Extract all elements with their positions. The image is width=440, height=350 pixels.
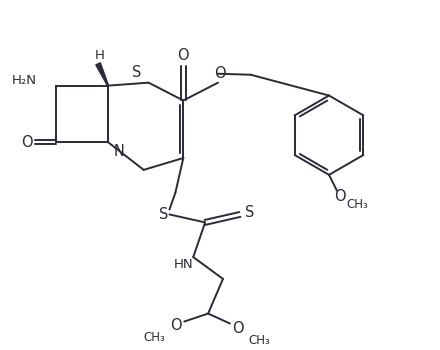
Text: O: O (171, 318, 182, 333)
Text: S: S (159, 207, 168, 222)
Text: S: S (132, 65, 141, 80)
Text: N: N (114, 144, 125, 159)
Text: CH₃: CH₃ (346, 198, 368, 211)
Text: HN: HN (173, 258, 193, 271)
Text: O: O (232, 321, 244, 336)
Text: O: O (177, 48, 189, 63)
Text: S: S (245, 205, 254, 220)
Text: O: O (214, 66, 226, 81)
Text: H: H (95, 49, 105, 62)
Polygon shape (96, 63, 108, 86)
Text: O: O (334, 189, 346, 204)
Text: H₂N: H₂N (11, 74, 37, 87)
Text: CH₃: CH₃ (144, 331, 165, 344)
Text: CH₃: CH₃ (249, 334, 271, 347)
Text: O: O (21, 135, 33, 149)
